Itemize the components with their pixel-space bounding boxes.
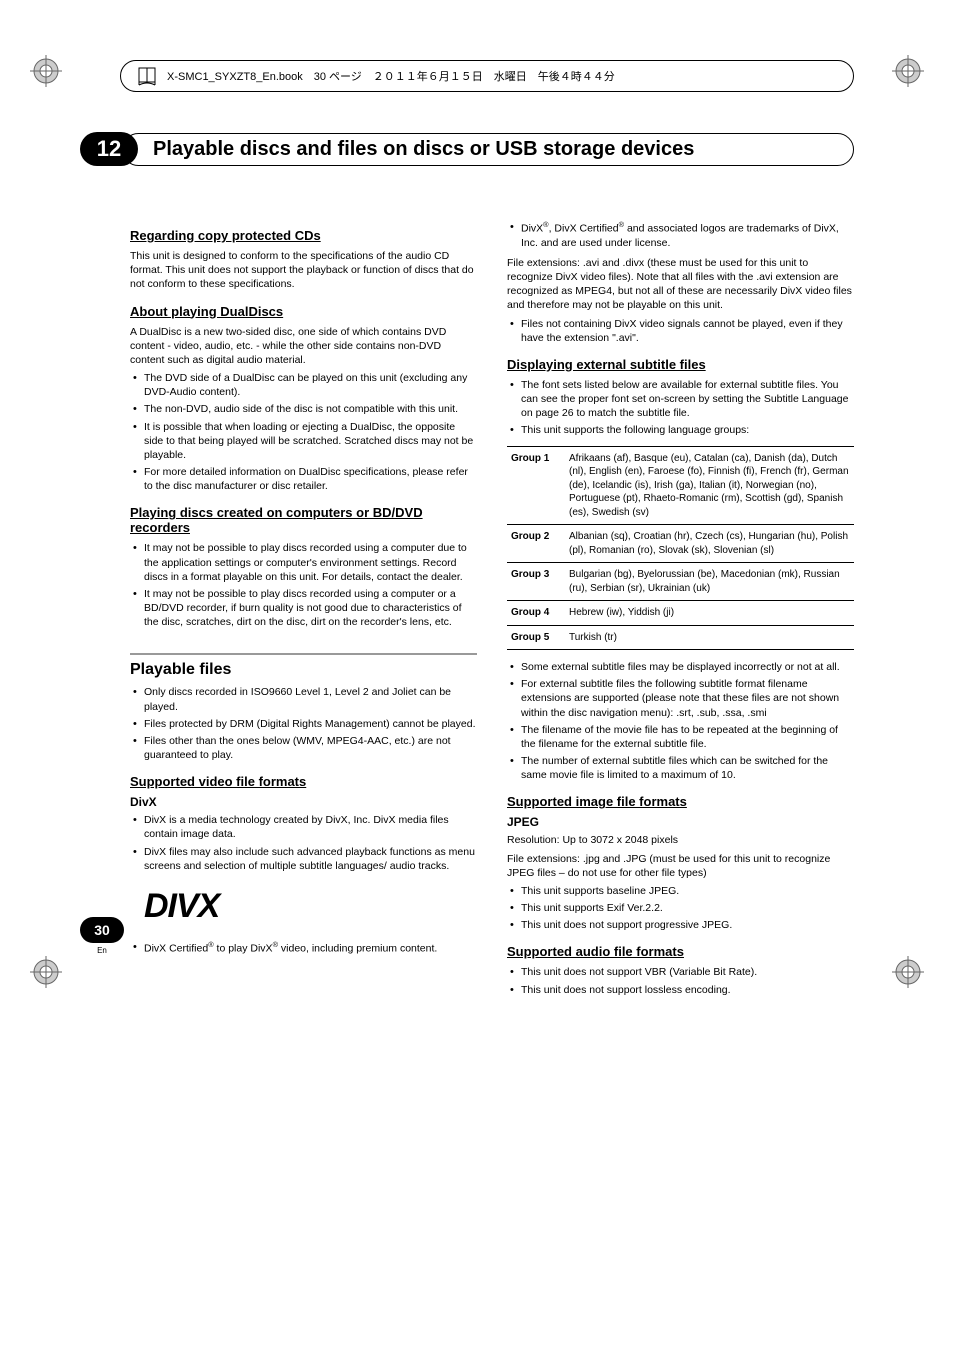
left-column: Regarding copy protected CDs This unit i… — [130, 216, 477, 1003]
list-item: DivX files may also include such advance… — [130, 845, 477, 873]
list-item: This unit supports baseline JPEG. — [507, 884, 854, 898]
chapter-header: 12 Playable discs and files on discs or … — [80, 132, 854, 166]
group-langs: Hebrew (iw), Yiddish (ji) — [565, 601, 854, 626]
group-langs: Turkish (tr) — [565, 625, 854, 650]
list-item: This unit does not support lossless enco… — [507, 983, 854, 997]
list-item: It may not be possible to play discs rec… — [130, 541, 477, 584]
list-item: This unit does not support VBR (Variable… — [507, 965, 854, 979]
list: Only discs recorded in ISO9660 Level 1, … — [130, 685, 477, 762]
list-item: For external subtitle files the followin… — [507, 677, 854, 720]
list-item: For more detailed information on DualDis… — [130, 465, 477, 493]
para: Resolution: Up to 3072 x 2048 pixels — [507, 833, 854, 847]
table-row: Group 2Albanian (sq), Croatian (hr), Cze… — [507, 525, 854, 563]
list-item: The font sets listed below are available… — [507, 378, 854, 421]
list: Files not containing DivX video signals … — [507, 317, 854, 345]
list-item: This unit supports the following languag… — [507, 423, 854, 437]
page-number: 30 En — [80, 917, 124, 943]
heading-playable-files: Playable files — [130, 653, 477, 679]
file-path-text: X-SMC1_SYXZT8_En.book 30 ページ ２０１１年６月１５日 … — [167, 68, 615, 84]
group-langs: Bulgarian (bg), Byelorussian (be), Maced… — [565, 563, 854, 601]
page-lang: En — [97, 947, 107, 955]
page-num: 30 — [94, 923, 110, 937]
registration-mark-br — [892, 956, 924, 988]
chapter-title-wrap: Playable discs and files on discs or USB… — [122, 133, 854, 166]
list-item: Files not containing DivX video signals … — [507, 317, 854, 345]
list-item: Files other than the ones below (WMV, MP… — [130, 734, 477, 762]
book-icon — [137, 65, 159, 87]
group-name: Group 4 — [507, 601, 565, 626]
group-name: Group 5 — [507, 625, 565, 650]
group-name: Group 1 — [507, 446, 565, 525]
list-item: The filename of the movie file has to be… — [507, 723, 854, 751]
list-item: DivX is a media technology created by Di… — [130, 813, 477, 841]
list-item: DivX®, DivX Certified® and associated lo… — [507, 220, 854, 250]
heading-image-formats: Supported image file formats — [507, 794, 854, 809]
list: DivX®, DivX Certified® and associated lo… — [507, 220, 854, 250]
heading-copy-protected: Regarding copy protected CDs — [130, 228, 477, 243]
list: The DVD side of a DualDisc can be played… — [130, 371, 477, 493]
list-item: Only discs recorded in ISO9660 Level 1, … — [130, 685, 477, 713]
list-item: The DVD side of a DualDisc can be played… — [130, 371, 477, 399]
chapter-title: Playable discs and files on discs or USB… — [153, 138, 833, 161]
list-item: This unit does not support progressive J… — [507, 918, 854, 932]
heading-audio-formats: Supported audio file formats — [507, 944, 854, 959]
list-item: Some external subtitle files may be disp… — [507, 660, 854, 674]
heading-subtitle-files: Displaying external subtitle files — [507, 357, 854, 372]
table-row: Group 4Hebrew (iw), Yiddish (ji) — [507, 601, 854, 626]
list-item: DivX Certified® to play DivX® video, inc… — [130, 940, 477, 956]
group-langs: Albanian (sq), Croatian (hr), Czech (cs)… — [565, 525, 854, 563]
group-name: Group 2 — [507, 525, 565, 563]
heading-dualdiscs: About playing DualDiscs — [130, 304, 477, 319]
subheading-jpeg: JPEG — [507, 815, 854, 829]
list-item: The non-DVD, audio side of the disc is n… — [130, 402, 477, 416]
group-langs: Afrikaans (af), Basque (eu), Catalan (ca… — [565, 446, 854, 525]
para: A DualDisc is a new two-sided disc, one … — [130, 325, 477, 368]
list-item: This unit supports Exif Ver.2.2. — [507, 901, 854, 915]
table-row: Group 3Bulgarian (bg), Byelorussian (be)… — [507, 563, 854, 601]
list-item: It may not be possible to play discs rec… — [130, 587, 477, 630]
table-row: Group 5Turkish (tr) — [507, 625, 854, 650]
registration-mark-bl — [30, 956, 62, 988]
file-path-bar: X-SMC1_SYXZT8_En.book 30 ページ ２０１１年６月１５日 … — [120, 60, 854, 92]
right-column: DivX®, DivX Certified® and associated lo… — [507, 216, 854, 1003]
group-name: Group 3 — [507, 563, 565, 601]
heading-computers: Playing discs created on computers or BD… — [130, 505, 477, 535]
para: File extensions: .jpg and .JPG (must be … — [507, 852, 854, 880]
list: Some external subtitle files may be disp… — [507, 660, 854, 782]
list: DivX Certified® to play DivX® video, inc… — [130, 940, 477, 956]
list: This unit supports baseline JPEG. This u… — [507, 884, 854, 933]
list-item: The number of external subtitle files wh… — [507, 754, 854, 782]
para: File extensions: .avi and .divx (these m… — [507, 256, 854, 313]
chapter-number: 12 — [80, 132, 138, 166]
divx-logo: DIVX — [144, 887, 477, 926]
table-row: Group 1Afrikaans (af), Basque (eu), Cata… — [507, 446, 854, 525]
subheading-divx: DivX — [130, 795, 477, 809]
list: It may not be possible to play discs rec… — [130, 541, 477, 629]
list: This unit does not support VBR (Variable… — [507, 965, 854, 996]
heading-video-formats: Supported video file formats — [130, 774, 477, 789]
para: This unit is designed to conform to the … — [130, 249, 477, 292]
registration-mark-tl — [30, 55, 62, 87]
list: DivX is a media technology created by Di… — [130, 813, 477, 873]
registration-mark-tr — [892, 55, 924, 87]
list-item: It is possible that when loading or ejec… — [130, 420, 477, 463]
list: The font sets listed below are available… — [507, 378, 854, 438]
list-item: Files protected by DRM (Digital Rights M… — [130, 717, 477, 731]
language-table: Group 1Afrikaans (af), Basque (eu), Cata… — [507, 446, 854, 651]
content-columns: Regarding copy protected CDs This unit i… — [130, 216, 854, 1003]
